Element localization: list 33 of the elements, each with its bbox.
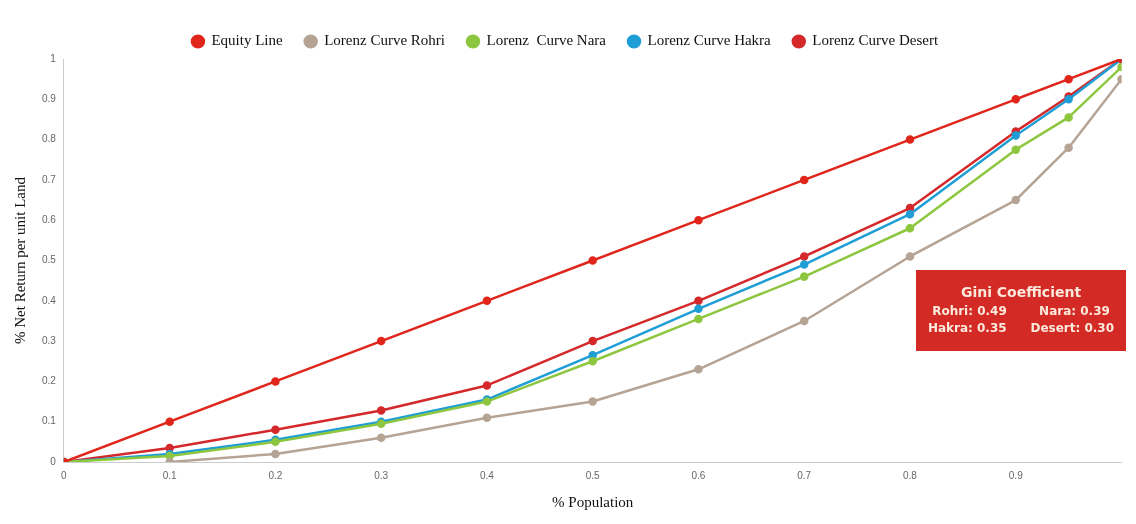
x-tick-label: 0.6 [691,469,706,481]
x-tick-label: 0.7 [797,469,812,481]
legend-label: Lorenz Curve Hakra [647,32,772,49]
annotation: Desert: 0.30 [1030,321,1115,335]
y-tick-label: 0.6 [42,213,57,225]
y-tick-label: 0.9 [42,93,57,105]
y-tick-label: 1 [50,52,57,64]
x-tick-label: 0.3 [374,469,389,481]
legend-label: Lorenz Curve Rohri [324,32,445,49]
y-tick-label: 0.8 [42,133,57,145]
y-axis-title: % Net Return per unit Land [11,176,28,345]
y-tick-label: 0.4 [42,294,57,306]
x-tick-label: 0.5 [585,469,601,481]
x-tick-label: 0.4 [479,469,495,481]
x-tick-label: 0.1 [162,469,178,481]
y-tick-label: 0.5 [42,254,57,266]
x-tick-label: 0.8 [903,469,918,481]
legend-label: Lorenz Curve Nara [486,32,607,49]
y-tick-label: 0.7 [42,173,57,185]
x-tick-label: 0.9 [1008,469,1024,481]
legend-label: Equity Line [211,32,284,49]
annotation: Rohri: 0.49 [932,304,1007,318]
y-tick-label: 0.1 [42,415,57,427]
y-tick-label: 0.3 [42,334,57,346]
x-tick-label: 0 [61,469,68,481]
annotation: Nara: 0.39 [1039,304,1110,318]
legend-label: Lorenz Curve Desert [812,32,939,49]
x-axis-title: % Population [552,493,634,510]
annotation: Hakra: 0.35 [927,321,1007,335]
annotation: Gini Coefficient [959,284,1083,300]
y-tick-label: 0 [50,455,57,467]
y-tick-label: 0.2 [42,375,57,387]
x-tick-label: 0.2 [268,469,283,481]
